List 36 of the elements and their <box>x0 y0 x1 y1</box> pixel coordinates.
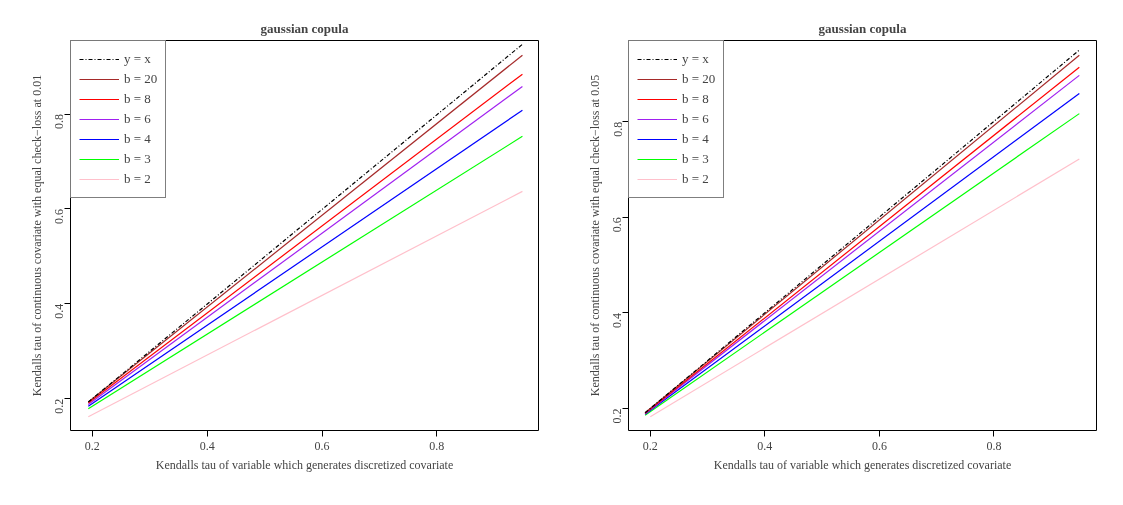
x-tick-label: 0.6 <box>314 438 330 453</box>
x-axis-title: Kendalls tau of variable which generates discretized covariate <box>155 457 454 472</box>
x-tick-label: 0.4 <box>757 438 773 453</box>
y-axis-title: Kendalls tau of continuous covariate with equal check−loss at 0.05 <box>587 74 602 397</box>
legend-label: b = 2 <box>682 171 709 187</box>
y-axis-title: Kendalls tau of continuous covariate with equal check−loss at 0.01 <box>29 74 44 397</box>
legend-label: b = 8 <box>682 91 709 107</box>
y-tick-label: 0.2 <box>52 398 67 414</box>
legend-label: b = 2 <box>124 171 151 187</box>
x-tick-label: 0.6 <box>871 438 887 453</box>
legend-label: b = 4 <box>682 131 709 147</box>
y-tick-label: 0.6 <box>52 208 67 224</box>
legend-label: b = 20 <box>682 71 716 87</box>
legend-label: b = 3 <box>124 151 151 167</box>
legend-label: b = 3 <box>682 151 709 167</box>
y-tick-label: 0.8 <box>610 121 625 137</box>
x-tick-label: 0.2 <box>642 438 658 453</box>
x-tick-label: 0.8 <box>429 438 445 453</box>
legend-label: b = 8 <box>124 91 151 107</box>
x-axis-title: Kendalls tau of variable which generates discretized covariate <box>713 457 1012 472</box>
x-tick-label: 0.8 <box>986 438 1002 453</box>
legend-label: b = 20 <box>124 71 158 87</box>
x-tick-label: 0.2 <box>84 438 100 453</box>
chart-title: gaussian copula <box>260 20 349 36</box>
legend-label: y = x <box>124 51 151 67</box>
x-tick-label: 0.4 <box>199 438 215 453</box>
legend-label: y = x <box>682 51 709 67</box>
y-tick-label: 0.4 <box>52 303 67 319</box>
legend-label: b = 4 <box>124 131 151 147</box>
legend-label: b = 6 <box>124 111 151 127</box>
chart-title: gaussian copula <box>818 20 907 36</box>
legend-label: b = 6 <box>682 111 709 127</box>
y-tick-label: 0.6 <box>610 217 625 233</box>
y-tick-label: 0.2 <box>610 408 625 424</box>
y-tick-label: 0.4 <box>610 312 625 328</box>
y-tick-label: 0.8 <box>52 114 67 130</box>
